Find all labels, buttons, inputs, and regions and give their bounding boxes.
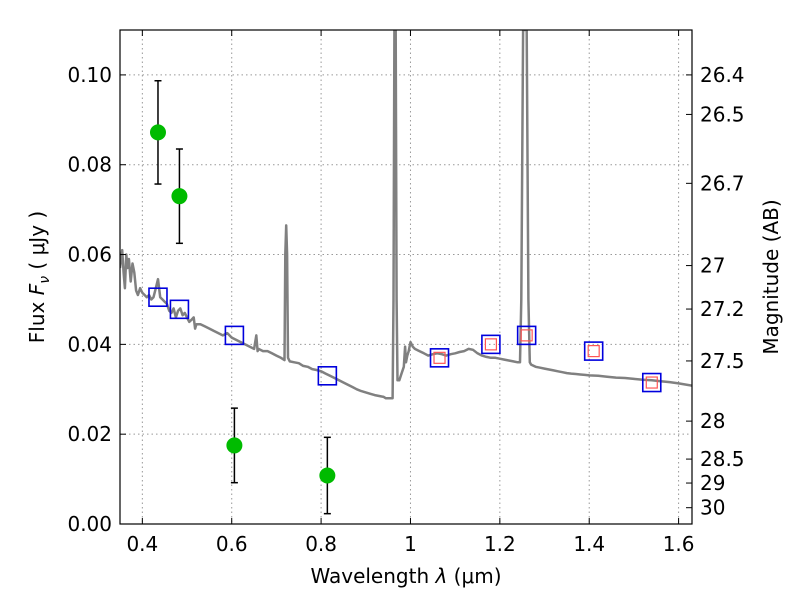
y-tick-label: 0.08	[67, 153, 112, 177]
model-point	[481, 334, 501, 355]
model-marker	[169, 299, 190, 320]
model-point	[317, 365, 338, 386]
model-inner-marker	[645, 376, 658, 389]
magnitude-tick-label: 30	[700, 496, 725, 520]
grid	[120, 30, 692, 524]
plot-frame	[119, 29, 693, 525]
y-tick-label: 0.02	[67, 422, 112, 446]
model-marker	[583, 341, 604, 361]
x-tick-label: 0.8	[305, 532, 337, 556]
y-axis-ticks: 0.00 0.02 0.04 0.06 0.08 0.10	[67, 63, 126, 536]
magnitude-tick-label: 28	[700, 409, 725, 433]
model-marker	[224, 325, 245, 346]
sed-line	[120, 30, 692, 400]
model-marker	[148, 287, 168, 308]
observed-marker	[226, 437, 243, 454]
observed-point	[171, 148, 188, 245]
magnitude-tick-label: 29	[700, 471, 725, 495]
y-tick-label: 0.06	[67, 243, 112, 267]
observed-point	[226, 407, 243, 484]
observed-marker	[319, 467, 336, 484]
model-point	[641, 372, 662, 393]
model-inner-marker	[433, 351, 446, 364]
model-marker	[641, 372, 662, 393]
y-tick-label: 0.00	[67, 512, 112, 536]
x-tick-label: 1.2	[484, 532, 516, 556]
model-marker	[429, 348, 450, 368]
model-marker	[317, 365, 338, 386]
x-axis-title: Wavelength λ (μm)	[310, 564, 501, 588]
model-marker	[516, 325, 537, 346]
observed-point	[319, 436, 336, 515]
x-tick-label: 1.6	[663, 532, 695, 556]
observed-marker	[171, 188, 188, 205]
model-point	[169, 299, 190, 320]
model-point	[429, 348, 450, 368]
magnitude-tick-label: 26.7	[700, 171, 745, 195]
x-tick-label: 0.4	[126, 532, 158, 556]
model-point	[583, 341, 604, 361]
x-tick-label: 0.6	[216, 532, 248, 556]
model-point	[148, 287, 168, 308]
x-tick-label: 1.4	[573, 532, 605, 556]
magnitude-tick-label: 26.5	[700, 102, 745, 126]
magnitude-tick-label: 27	[700, 254, 725, 278]
magnitude-tick-label: 26.4	[700, 63, 745, 87]
x-tick-label: 1	[404, 532, 417, 556]
model-marker	[481, 334, 501, 355]
model-point	[516, 325, 537, 346]
magnitude-tick-label: 28.5	[700, 447, 745, 471]
y-axis-title: Flux Fν ( μJy )	[25, 211, 53, 343]
x-axis-ticks: 0.4 0.6 0.8 1 1.2 1.4 1.6	[126, 30, 695, 556]
observed-marker	[149, 124, 166, 141]
y-tick-label: 0.10	[67, 63, 112, 87]
model-point	[224, 325, 245, 346]
model-photometry	[148, 287, 662, 393]
sed-layer	[120, 30, 692, 400]
observed-point	[149, 79, 166, 185]
magnitude-tick-label: 27.2	[700, 297, 745, 321]
observed-photometry	[149, 79, 336, 515]
model-inner-marker	[587, 345, 600, 358]
y-tick-label: 0.04	[67, 332, 112, 356]
model-inner-marker	[484, 338, 498, 351]
magnitude-tick-label: 27.5	[700, 349, 745, 373]
magnitude-axis-title: Magnitude (AB)	[759, 199, 783, 354]
model-inner-marker	[520, 329, 533, 342]
